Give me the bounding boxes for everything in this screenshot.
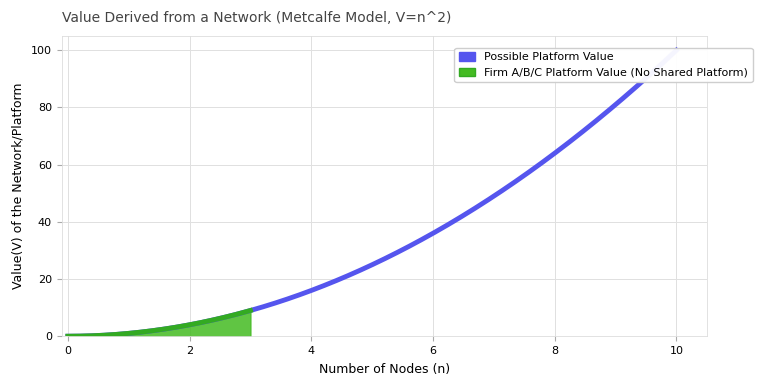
Firm A/B/C Platform Value (No Shared Platform): [63, 334, 73, 339]
Possible Platform Value: [356, 268, 365, 272]
Possible Platform Value: [657, 62, 666, 66]
Possible Platform Value: [562, 142, 571, 146]
Firm A/B/C Platform Value (No Shared Platform): [246, 308, 255, 313]
Firm A/B/C Platform Value (No Shared Platform): [236, 311, 246, 315]
Firm A/B/C Platform Value (No Shared Platform): [230, 312, 239, 317]
X-axis label: Number of Nodes (n): Number of Nodes (n): [319, 363, 450, 376]
Legend: Possible Platform Value, Firm A/B/C Platform Value (No Shared Platform): Possible Platform Value, Firm A/B/C Plat…: [455, 48, 753, 82]
Possible Platform Value: [392, 250, 402, 255]
Possible Platform Value: [425, 233, 434, 237]
Possible Platform Value: [672, 48, 681, 53]
Possible Platform Value: [63, 334, 73, 339]
Y-axis label: Value(V) of the Network/Platform: Value(V) of the Network/Platform: [11, 83, 24, 289]
Firm A/B/C Platform Value (No Shared Platform): [74, 334, 83, 339]
Text: Value Derived from a Network (Metcalfe Model, V=n^2): Value Derived from a Network (Metcalfe M…: [62, 11, 451, 25]
Firm A/B/C Platform Value (No Shared Platform): [70, 334, 80, 339]
Line: Possible Platform Value: Possible Platform Value: [68, 50, 676, 336]
Firm A/B/C Platform Value (No Shared Platform): [98, 333, 107, 337]
Possible Platform Value: [353, 269, 362, 274]
Firm A/B/C Platform Value (No Shared Platform): [112, 332, 121, 337]
Line: Firm A/B/C Platform Value (No Shared Platform): Firm A/B/C Platform Value (No Shared Pla…: [68, 310, 250, 336]
